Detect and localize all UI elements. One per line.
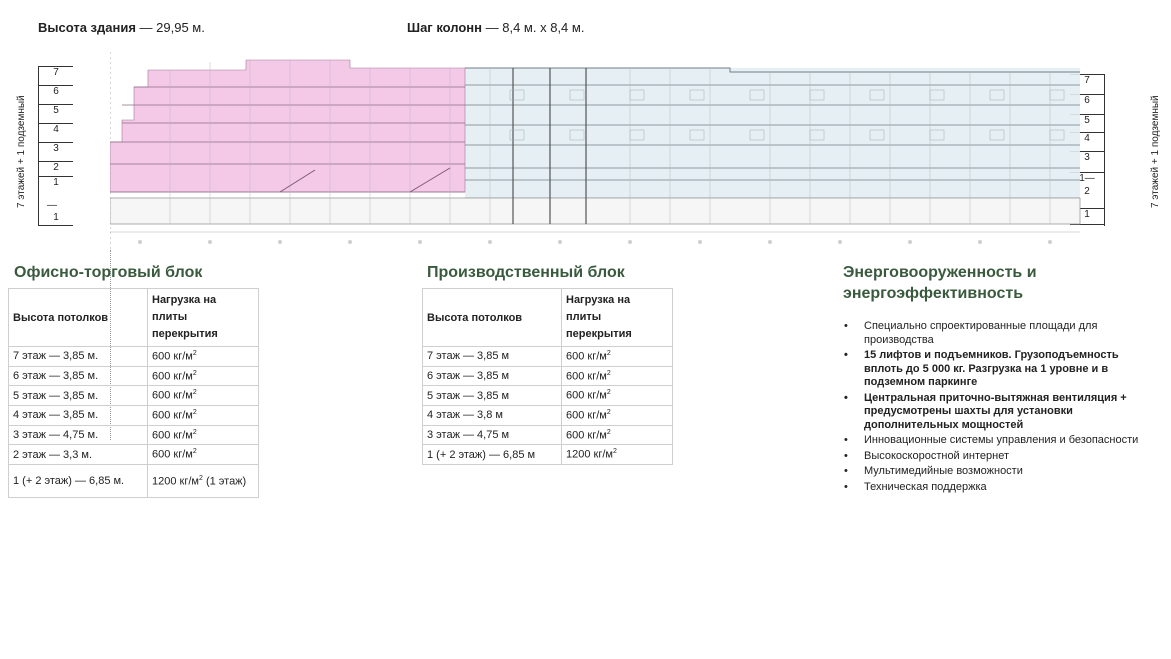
- row-load: 600 кг/м2: [147, 404, 259, 426]
- row-load: 1200 кг/м2: [561, 444, 673, 465]
- floor-stack-left: 7 6 5 4 3 2 1 — 1: [38, 66, 73, 226]
- building-height-label: Высота здания: [38, 20, 136, 35]
- row-load: 600 кг/м2: [561, 365, 673, 387]
- row-floor: 7 этаж — 3,85 м.: [8, 346, 148, 367]
- energy-feature-list: Специально спроектированные площади для …: [840, 320, 1158, 496]
- building-height-caption: Высота здания — 29,95 м.: [38, 20, 205, 35]
- row-load: 600 кг/м2: [561, 404, 673, 426]
- row-load: 1200 кг/м2 (1 этаж): [147, 463, 259, 498]
- table-row: 3 этаж — 4,75 м. 600 кг/м2: [8, 424, 259, 446]
- office-load-table: Высота потолков Нагрузка на плиты перекр…: [8, 288, 259, 498]
- col-ceiling-height: Высота потолков: [8, 288, 148, 347]
- row-floor: 3 этаж — 4,75 м: [422, 424, 562, 446]
- production-block-title: Производственный блок: [427, 264, 625, 281]
- building-height-value: — 29,95 м.: [139, 20, 205, 35]
- energy-title-line1: Энерговооруженность и: [843, 264, 1037, 281]
- floors-caption-right: 7 этажей + 1 подземный: [1150, 95, 1161, 208]
- table-row: 5 этаж — 3,85 м 600 кг/м2: [422, 385, 673, 406]
- table-row: 6 этаж — 3,85 м. 600 кг/м2: [8, 365, 259, 387]
- row-load: 600 кг/м2: [561, 424, 673, 446]
- row-floor: 5 этаж — 3,85 м: [422, 385, 562, 406]
- floor-number: 5: [53, 105, 59, 116]
- table-header-row: Высота потолков Нагрузка на плиты перекр…: [422, 288, 673, 347]
- list-item: 15 лифтов и подъемников. Грузоподъемност…: [840, 349, 1158, 390]
- floor-number: 7: [53, 67, 59, 78]
- row-load: 600 кг/м2: [561, 346, 673, 367]
- floor-number: —: [47, 200, 57, 211]
- floor-number: 4: [1084, 133, 1090, 144]
- col-slab-load: Нагрузка на плиты перекрытия: [561, 288, 673, 347]
- row-floor: 6 этаж — 3,85 м: [422, 365, 562, 387]
- table-header-row: Высота потолков Нагрузка на плиты перекр…: [8, 288, 259, 347]
- list-item: Мультимедийные возможности: [840, 465, 1158, 479]
- row-floor: 6 этаж — 3,85 м.: [8, 365, 148, 387]
- floor-number: 2: [1084, 186, 1090, 197]
- list-item: Высокоскоростной интернет: [840, 450, 1158, 464]
- list-item: Инновационные системы управления и безоп…: [840, 434, 1158, 448]
- floor-number: 7: [1084, 75, 1090, 86]
- floor-number: 1—: [1079, 173, 1095, 184]
- floor-number: 1: [53, 177, 59, 188]
- row-floor: 4 этаж — 3,85 м.: [8, 404, 148, 426]
- row-floor: 1 (+ 2 этаж) — 6,85 м.: [8, 463, 148, 498]
- row-load: 600 кг/м2: [147, 424, 259, 446]
- table-row: 4 этаж — 3,8 м 600 кг/м2: [422, 404, 673, 426]
- floor-number: 3: [53, 143, 59, 154]
- row-load: 600 кг/м2: [147, 385, 259, 406]
- list-item: Техническая поддержка: [840, 481, 1158, 495]
- table-row: 7 этаж — 3,85 м 600 кг/м2: [422, 346, 673, 367]
- energy-title-line2: энергоэффективность: [843, 285, 1024, 302]
- row-floor: 3 этаж — 4,75 м.: [8, 424, 148, 446]
- row-floor: 1 (+ 2 этаж) — 6,85 м: [422, 444, 562, 465]
- row-floor: 4 этаж — 3,8 м: [422, 404, 562, 426]
- row-load: 600 кг/м2: [147, 365, 259, 387]
- floor-stack-right: 7 6 5 4 3 1— 2 1: [1070, 74, 1105, 226]
- floor-number: 2: [53, 162, 59, 173]
- table-row: 4 этаж — 3,85 м. 600 кг/м2: [8, 404, 259, 426]
- energy-title: Энерговооруженность и энергоэффективност…: [843, 262, 1037, 304]
- table-row: 7 этаж — 3,85 м. 600 кг/м2: [8, 346, 259, 367]
- floor-number: 5: [1084, 115, 1090, 126]
- row-load: 600 кг/м2: [147, 346, 259, 367]
- production-load-table: Высота потолков Нагрузка на плиты перекр…: [422, 288, 673, 465]
- table-row: 2 этаж — 3,3 м. 600 кг/м2: [8, 444, 259, 465]
- row-load: 600 кг/м2: [147, 444, 259, 465]
- row-floor: 5 этаж — 3,85 м.: [8, 385, 148, 406]
- office-zone: [110, 59, 466, 193]
- col-ceiling-height: Высота потолков: [422, 288, 562, 347]
- row-floor: 7 этаж — 3,85 м: [422, 346, 562, 367]
- column-pitch-value: — 8,4 м. х 8,4 м.: [485, 20, 585, 35]
- floors-caption-left: 7 этажей + 1 подземный: [16, 95, 27, 208]
- row-floor: 2 этаж — 3,3 м.: [8, 444, 148, 465]
- column-pitch-label: Шаг колонн: [407, 20, 483, 35]
- table-row: 1 (+ 2 этаж) — 6,85 м. 1200 кг/м2 (1 этаж…: [8, 463, 259, 498]
- floor-number: 1: [53, 212, 59, 223]
- row-load: 600 кг/м2: [561, 385, 673, 406]
- production-zone: [465, 68, 1080, 198]
- table-row: 3 этаж — 4,75 м 600 кг/м2: [422, 424, 673, 446]
- col-slab-load: Нагрузка на плиты перекрытия: [147, 288, 259, 347]
- floor-number: 6: [1084, 95, 1090, 106]
- floor-number: 6: [53, 86, 59, 97]
- building-section-drawing: [110, 52, 1081, 252]
- table-row: 1 (+ 2 этаж) — 6,85 м 1200 кг/м2: [422, 444, 673, 465]
- column-pitch-caption: Шаг колонн — 8,4 м. х 8,4 м.: [407, 20, 584, 35]
- table-row: 5 этаж — 3,85 м. 600 кг/м2: [8, 385, 259, 406]
- floor-number: 3: [1084, 152, 1090, 163]
- table-row: 6 этаж — 3,85 м 600 кг/м2: [422, 365, 673, 387]
- floor-number: 1: [1084, 209, 1090, 220]
- floor-number: 4: [53, 124, 59, 135]
- office-block-title: Офисно-торговый блок: [14, 264, 203, 281]
- list-item: Специально спроектированные площади для …: [840, 320, 1158, 347]
- list-item: Центральная приточно-вытяжная вентиляция…: [840, 392, 1158, 433]
